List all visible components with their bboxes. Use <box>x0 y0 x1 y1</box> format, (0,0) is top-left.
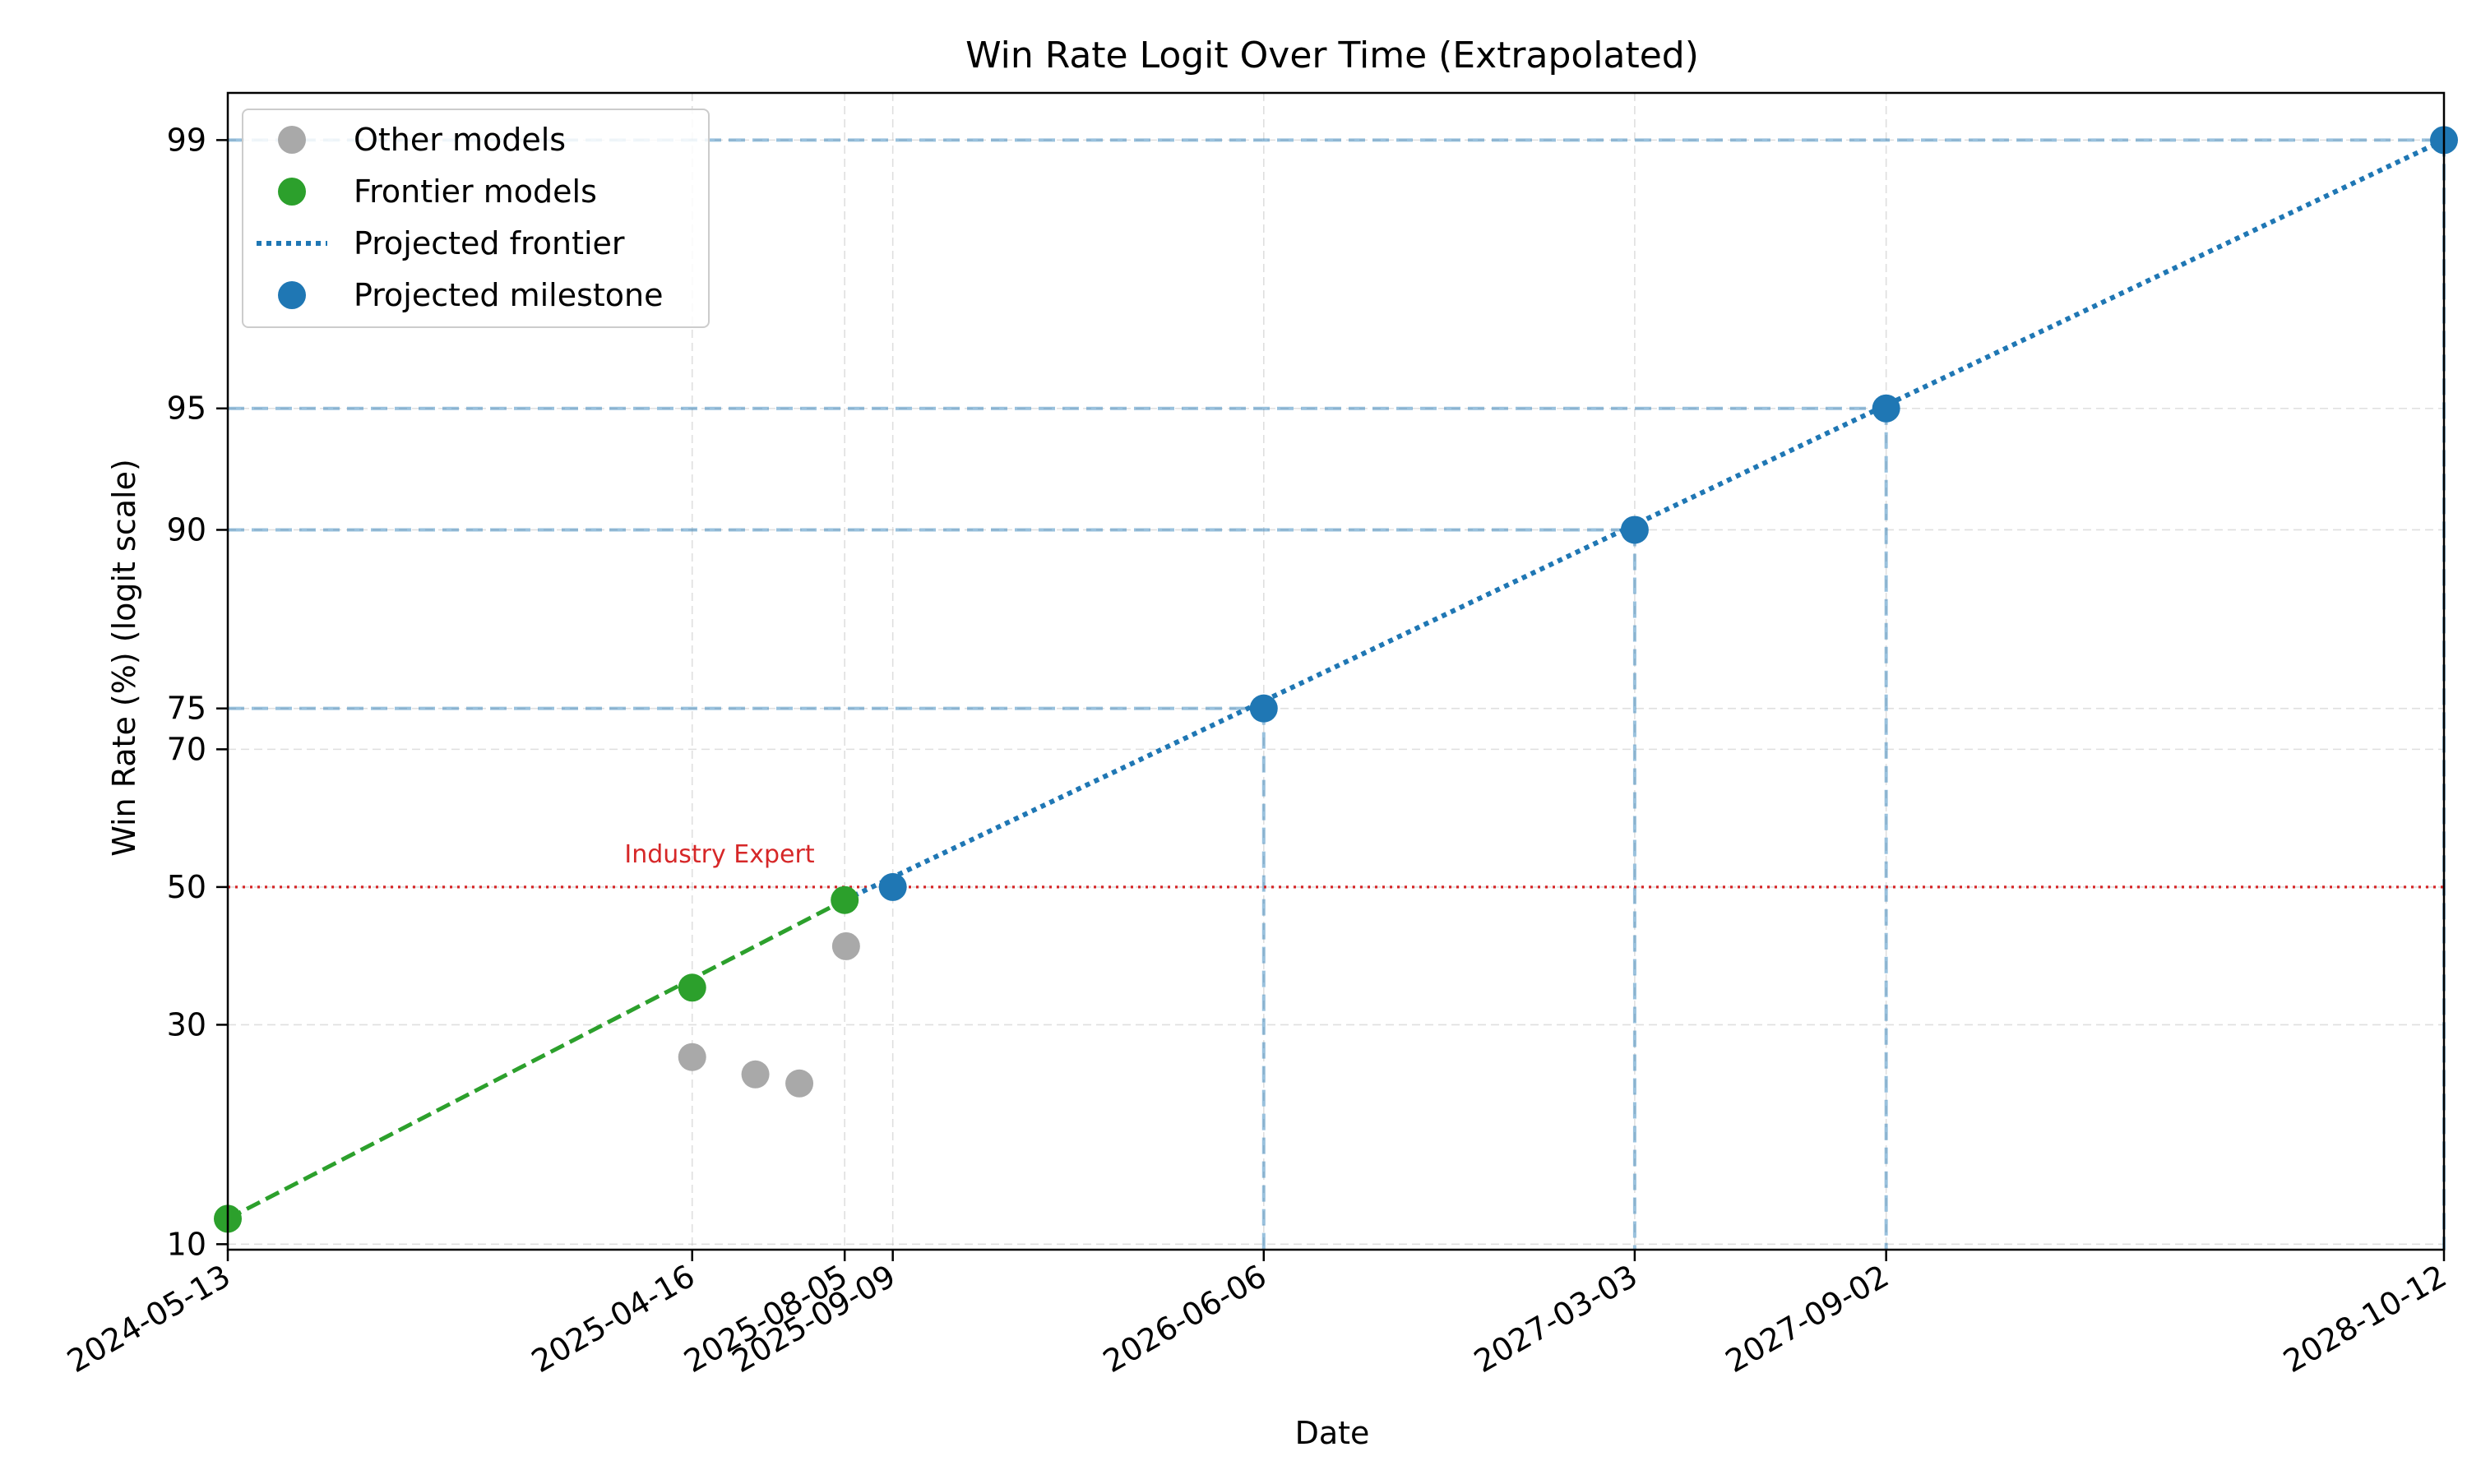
frontier-model-point <box>831 885 859 914</box>
y-tick-label: 30 <box>167 1006 206 1042</box>
chart-title: Win Rate Logit Over Time (Extrapolated) <box>965 35 1699 76</box>
legend-marker <box>278 281 306 309</box>
other-model-point <box>785 1069 814 1098</box>
legend-label: Other models <box>354 122 566 158</box>
frontier-trend-line <box>226 898 846 1221</box>
x-tick-label: 2024-05-13 <box>61 1258 236 1380</box>
x-tick-label: 2025-04-16 <box>525 1258 701 1380</box>
legend-label: Frontier models <box>354 173 597 210</box>
projected-milestone-point <box>878 872 907 901</box>
legend: Other models Frontier models Projected fro… <box>242 109 710 328</box>
trend-lines <box>226 137 2446 1221</box>
y-tick-label: 70 <box>167 731 206 767</box>
y-axis-label: Win Rate (%) (logit scale) <box>106 459 142 857</box>
x-tick-label: 2027-09-02 <box>1719 1258 1895 1380</box>
projected-milestone-point <box>1249 694 1278 723</box>
legend-label: Projected frontier <box>354 225 625 261</box>
y-tick-label: 10 <box>167 1226 206 1262</box>
x-tick-label: 2027-03-03 <box>1468 1258 1643 1380</box>
projected-milestone-point <box>1872 394 1900 423</box>
other-model-point <box>678 1042 706 1071</box>
other-model-point <box>741 1060 770 1089</box>
legend-box <box>242 109 710 328</box>
x-tick-label: 2028-10-12 <box>2277 1258 2452 1380</box>
x-axis-label: Date <box>1295 1415 1370 1451</box>
frontier-model-point <box>678 973 706 1002</box>
reference-line-group: Industry Expert <box>228 840 2444 889</box>
y-tick-label: 99 <box>167 122 206 158</box>
y-tick-label: 95 <box>167 391 206 427</box>
other-model-point <box>831 932 860 960</box>
data-points <box>214 126 2458 1233</box>
y-tick-label: 50 <box>167 869 206 905</box>
legend-label: Projected milestone <box>354 277 664 313</box>
y-tick-label: 90 <box>167 511 206 548</box>
legend-marker <box>278 126 306 154</box>
y-tick-label: 75 <box>167 691 206 727</box>
industry-expert-label: Industry Expert <box>624 840 814 869</box>
projected-milestone-point <box>1620 515 1649 544</box>
legend-marker <box>278 178 306 206</box>
x-tick-label: 2026-06-06 <box>1097 1258 1272 1380</box>
plot-frame <box>226 91 2446 1251</box>
